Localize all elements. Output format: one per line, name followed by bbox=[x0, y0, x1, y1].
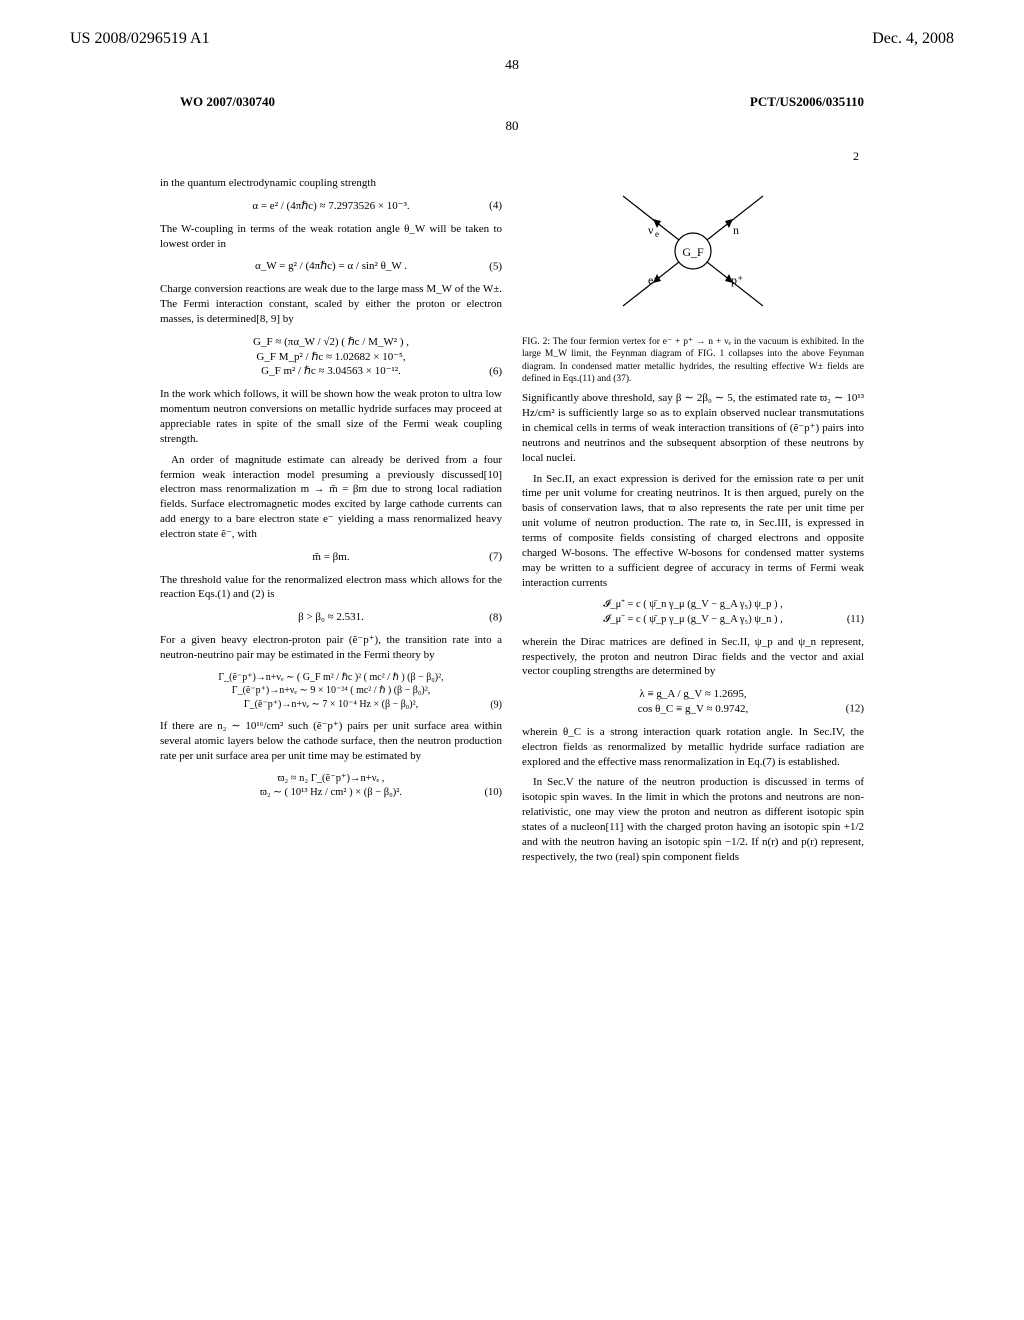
left-p3: Charge conversion reactions are weak due… bbox=[160, 282, 502, 327]
left-p5: An order of magnitude estimate can alrea… bbox=[160, 453, 502, 542]
pct-number: PCT/US2006/035110 bbox=[750, 94, 864, 110]
left-p8: If there are n₂ ∼ 10¹⁶/cm² such (ẽ⁻p⁺) p… bbox=[160, 719, 502, 764]
left-p1: in the quantum electrodynamic coupling s… bbox=[160, 176, 502, 191]
left-column: in the quantum electrodynamic coupling s… bbox=[160, 176, 502, 871]
right-p5: In Sec.V the nature of the neutron produ… bbox=[522, 775, 864, 864]
left-p7: For a given heavy electron-proton pair (… bbox=[160, 633, 502, 663]
eq-9: Γ_(ẽ⁻p⁺)→n+νₑ ∼ ( G_F m² / ℏc )² ( mc² /… bbox=[160, 671, 502, 712]
left-p4: In the work which follows, it will be sh… bbox=[160, 387, 502, 446]
doc-page-2: 2 bbox=[0, 149, 1024, 164]
eq-12: λ ≡ g_A / g_V ≈ 1.2695, cos θ_C ≡ g_V ≈ … bbox=[522, 687, 864, 717]
right-p3: wherein the Dirac matrices are defined i… bbox=[522, 635, 864, 680]
right-column: G_F ν e n e⁻ p⁺ FIG. 2: The four fermion… bbox=[522, 176, 864, 871]
svg-text:n: n bbox=[733, 223, 739, 237]
vertex-label: G_F bbox=[682, 245, 704, 259]
eq-7: m̃ = βm. (7) bbox=[160, 550, 502, 565]
eq-10: ϖ₂ ≈ n₂ Γ_(ẽ⁻p⁺)→n+νₑ , ϖ₂ ∼ ( 10¹³ Hz /… bbox=[160, 772, 502, 800]
eq-6: G_F ≈ (πα_W / √2) ( ℏc / M_W² ) , G_F M_… bbox=[160, 335, 502, 380]
figure-2: G_F ν e n e⁻ p⁺ bbox=[522, 176, 864, 326]
eq-4: α = e² / (4πℏc) ≈ 7.2973526 × 10⁻³. (4) bbox=[160, 199, 502, 214]
eq-11: 𝓘_μ⁺ = c ( ψ̄_n γ_μ (g_V − g_A γ₅) ψ_p )… bbox=[522, 598, 864, 626]
page-number-top: 48 bbox=[0, 58, 1024, 74]
svg-text:e: e bbox=[655, 229, 659, 239]
left-p2: The W-coupling in terms of the weak rota… bbox=[160, 222, 502, 252]
figure-2-caption: FIG. 2: The four fermion vertex for e⁻ +… bbox=[522, 336, 864, 385]
eq-5: α_W = g² / (4πℏc) = α / sin² θ_W . (5) bbox=[160, 259, 502, 274]
right-p4: wherein θ_C is a strong interaction quar… bbox=[522, 725, 864, 770]
patent-number: US 2008/0296519 A1 bbox=[70, 30, 210, 48]
sub-page-number: 80 bbox=[0, 118, 1024, 134]
patent-date: Dec. 4, 2008 bbox=[872, 30, 954, 48]
right-p1: Significantly above threshold, say β ∼ 2… bbox=[522, 391, 864, 465]
eq-8: β > β₀ ≈ 2.531. (8) bbox=[160, 610, 502, 625]
svg-text:e⁻: e⁻ bbox=[648, 273, 660, 287]
svg-text:ν: ν bbox=[648, 223, 654, 237]
feynman-diagram-icon: G_F ν e n e⁻ p⁺ bbox=[593, 176, 793, 326]
svg-text:p⁺: p⁺ bbox=[731, 273, 743, 287]
left-p6: The threshold value for the renormalized… bbox=[160, 573, 502, 603]
right-p2: In Sec.II, an exact expression is derive… bbox=[522, 472, 864, 591]
wo-number: WO 2007/030740 bbox=[180, 94, 275, 110]
